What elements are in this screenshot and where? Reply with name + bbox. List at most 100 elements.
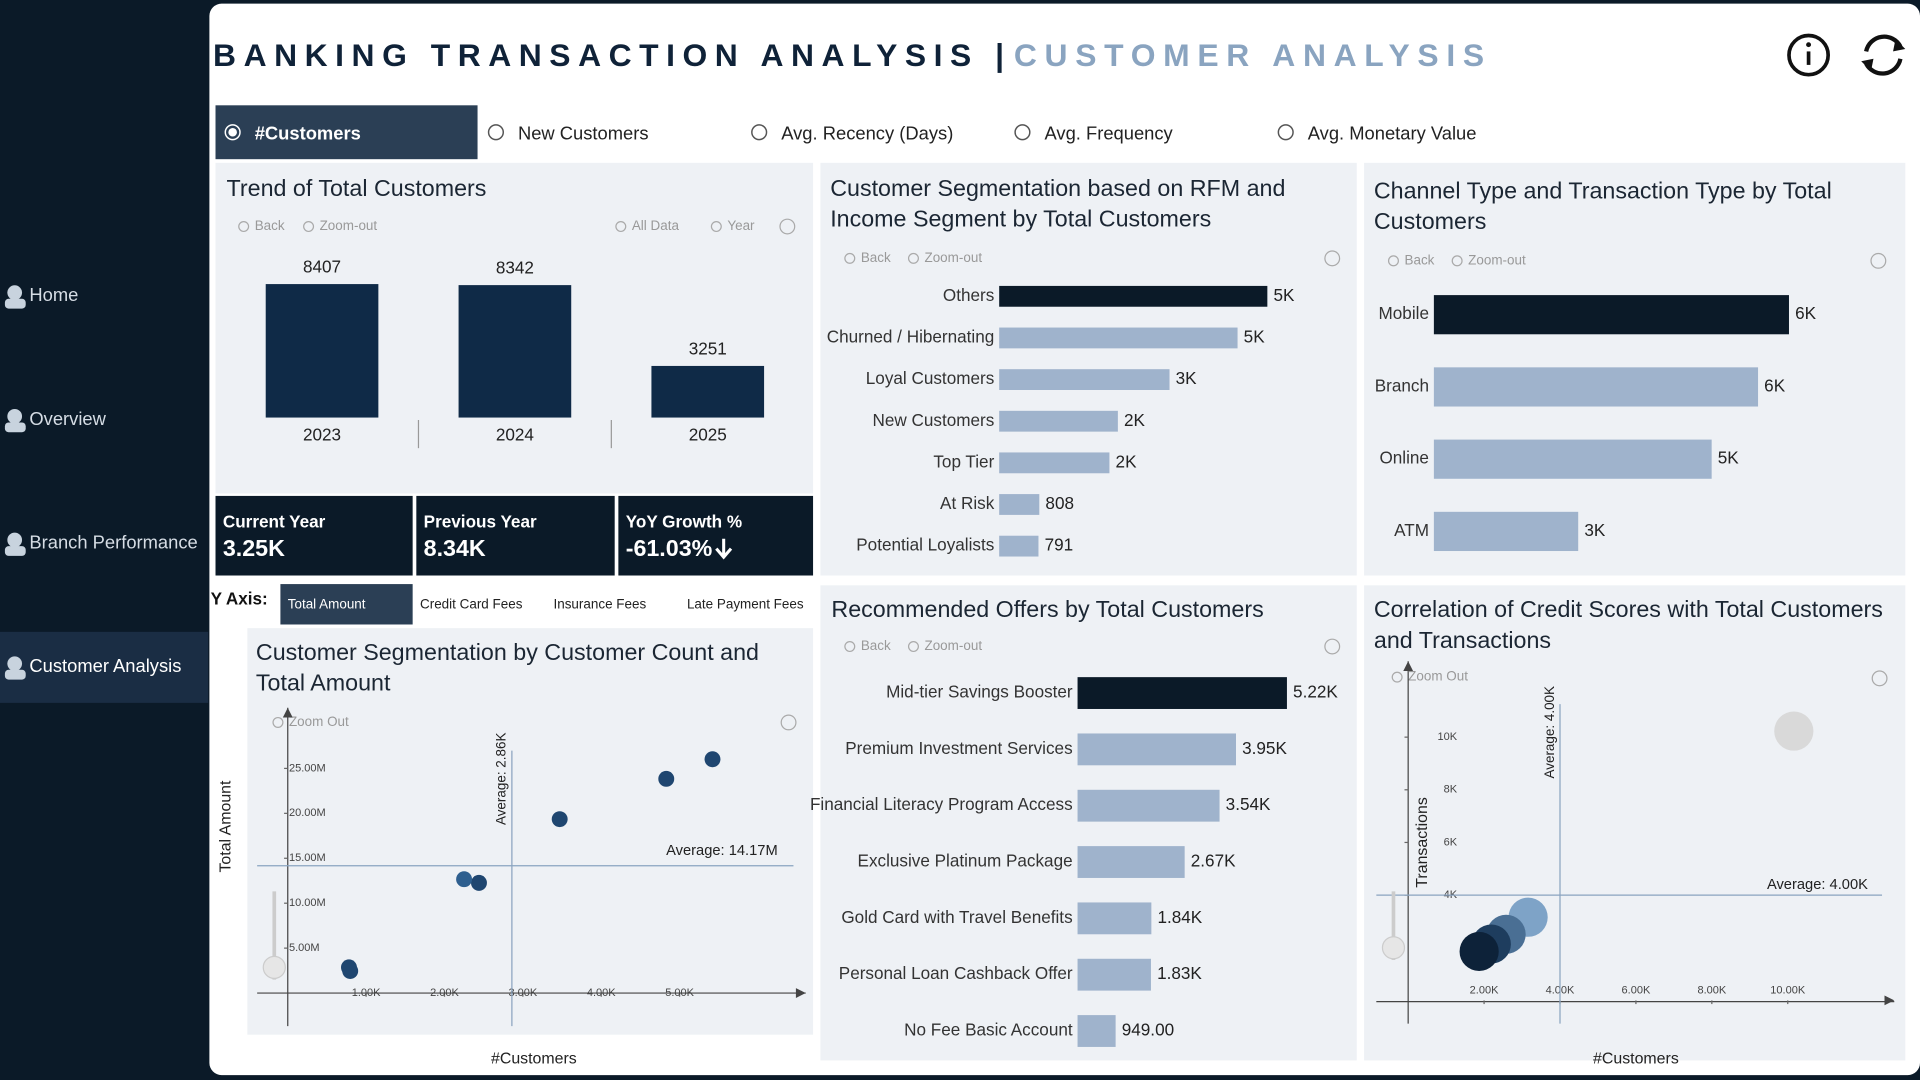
nav-active-bg — [0, 631, 209, 703]
toolbar-button[interactable]: Zoom Out — [289, 714, 349, 729]
toolbar-button[interactable]: Back — [861, 250, 891, 265]
y-axis-title: Transactions — [1414, 797, 1431, 888]
toolbar-button[interactable]: Zoom-out — [924, 250, 982, 265]
help-icon[interactable] — [1871, 670, 1888, 687]
y-tick-label: 6K — [1444, 836, 1458, 848]
x-tick-label: 2.00K — [430, 987, 459, 999]
y-axis-option[interactable]: Total Amount — [280, 584, 413, 625]
bar — [999, 452, 1110, 474]
bar — [1077, 902, 1152, 935]
nav-item[interactable]: Home — [4, 284, 78, 309]
nav-icon — [7, 285, 23, 300]
nav-item[interactable]: Customer Analysis — [0, 631, 209, 703]
toolbar-button[interactable]: All Data — [632, 218, 680, 233]
nav-label: Customer Analysis — [29, 655, 181, 676]
value-label: 6K — [1764, 375, 1786, 395]
toolbar-button[interactable]: Year — [727, 218, 755, 233]
radio-button — [487, 124, 504, 141]
x-tick-label: 10.00K — [1770, 985, 1806, 997]
help-icon[interactable] — [1870, 252, 1887, 269]
metric-option[interactable]: Avg. Monetary Value — [1277, 123, 1476, 144]
metric-option-label: Avg. Frequency — [1044, 123, 1173, 144]
category-label: At Risk — [940, 493, 995, 513]
metric-option[interactable]: Avg. Recency (Days) — [751, 123, 953, 144]
kpi-label: YoY Growth % — [626, 511, 742, 531]
nav-icon — [4, 546, 26, 556]
y-axis-selector-label: Y Axis: — [211, 589, 268, 609]
toolbar-button[interactable]: Zoom Out — [1408, 669, 1468, 684]
bar — [999, 494, 1040, 515]
chart-title: Channel Type and Transaction Type by Tot… — [1373, 178, 1832, 236]
value-label: 3251 — [689, 339, 727, 359]
help-icon[interactable] — [780, 714, 797, 731]
toolbar-button[interactable]: Back — [861, 638, 891, 653]
x-tick-label: 5.00K — [665, 987, 694, 999]
toolbar-button[interactable]: Zoom-out — [1468, 252, 1526, 267]
nav-icon — [7, 408, 23, 424]
value-label: 3K — [1584, 520, 1606, 540]
toolbar-button[interactable]: Back — [1404, 252, 1434, 267]
help-icon[interactable] — [779, 218, 796, 235]
category-label: New Customers — [872, 410, 994, 430]
nav-item[interactable]: Branch Performance — [4, 532, 198, 556]
toolbar-icon — [710, 221, 722, 233]
bar — [1433, 295, 1789, 335]
toolbar-icon — [907, 252, 919, 264]
y-tick-label: 8K — [1444, 784, 1458, 796]
help-icon[interactable] — [1324, 250, 1341, 267]
y-tick-label: 5.00M — [289, 942, 320, 954]
value-label: 3.95K — [1242, 738, 1287, 758]
average-label: Average: 14.17M — [666, 843, 778, 859]
bar — [999, 410, 1118, 432]
metric-option[interactable]: #Customers — [215, 105, 478, 160]
info-button[interactable] — [1787, 33, 1830, 77]
zoom-slider-handle[interactable] — [262, 955, 286, 979]
value-label: 8342 — [496, 258, 534, 278]
chart-title: Trend of Total Customers — [226, 176, 487, 203]
value-label: 808 — [1045, 493, 1074, 513]
y-axis-option[interactable]: Late Payment Fees — [687, 596, 804, 611]
metric-option[interactable]: Avg. Frequency — [1014, 123, 1174, 144]
zoom-slider-handle[interactable] — [1381, 936, 1406, 960]
help-icon[interactable] — [1324, 638, 1341, 655]
average-label: Average: 4.00K — [1542, 686, 1557, 779]
refresh-button[interactable] — [1861, 34, 1906, 76]
x-tick-label: 3.00K — [508, 987, 537, 999]
nav-item[interactable]: Overview — [4, 408, 107, 433]
category-label: Financial Literacy Program Access — [810, 794, 1073, 814]
x-tick-label: 1.00K — [352, 987, 381, 999]
toolbar-icon — [1451, 255, 1463, 267]
metric-option-label: New Customers — [518, 123, 649, 144]
category-label: No Fee Basic Account — [904, 1020, 1073, 1040]
toolbar-button[interactable]: Back — [255, 218, 285, 233]
x-tick-label: 6.00K — [1622, 985, 1651, 997]
data-point — [471, 874, 487, 891]
header-subtitle: CUSTOMER ANALYSIS — [1014, 37, 1484, 73]
metric-option[interactable]: New Customers — [487, 123, 649, 144]
data-point — [551, 811, 568, 828]
radio-dot — [228, 127, 237, 137]
chart-title-box: Correlation of Credit Scores with Total … — [1374, 598, 1883, 654]
nav-label: Home — [29, 284, 78, 305]
chart-title: Customer Segmentation based on RFM and I… — [830, 176, 1286, 233]
x-tick-label: 2.00K — [1470, 985, 1499, 997]
category-label: Mid-tier Savings Booster — [886, 682, 1073, 702]
category-label: Personal Loan Cashback Offer — [839, 963, 1073, 983]
toolbar-icon — [1387, 255, 1399, 267]
toolbar-button[interactable]: Zoom-out — [320, 218, 378, 233]
category-label: Mobile — [1379, 303, 1429, 323]
data-point — [704, 751, 721, 768]
category-label: Potential Loyalists — [856, 535, 994, 555]
value-label: 949.00 — [1122, 1020, 1174, 1040]
kpi-card — [416, 495, 615, 576]
value-label: 1.84K — [1157, 907, 1202, 927]
y-axis-option[interactable]: Credit Card Fees — [420, 596, 523, 611]
bar — [458, 285, 572, 418]
y-axis-option-label: Insurance Fees — [553, 596, 646, 611]
info-icon-dot — [1806, 42, 1812, 48]
toolbar-icon — [303, 221, 315, 233]
toolbar-icon — [844, 252, 856, 264]
value-label: 791 — [1045, 535, 1074, 555]
toolbar-button[interactable]: Zoom-out — [924, 638, 982, 653]
y-axis-option[interactable]: Insurance Fees — [553, 596, 646, 611]
